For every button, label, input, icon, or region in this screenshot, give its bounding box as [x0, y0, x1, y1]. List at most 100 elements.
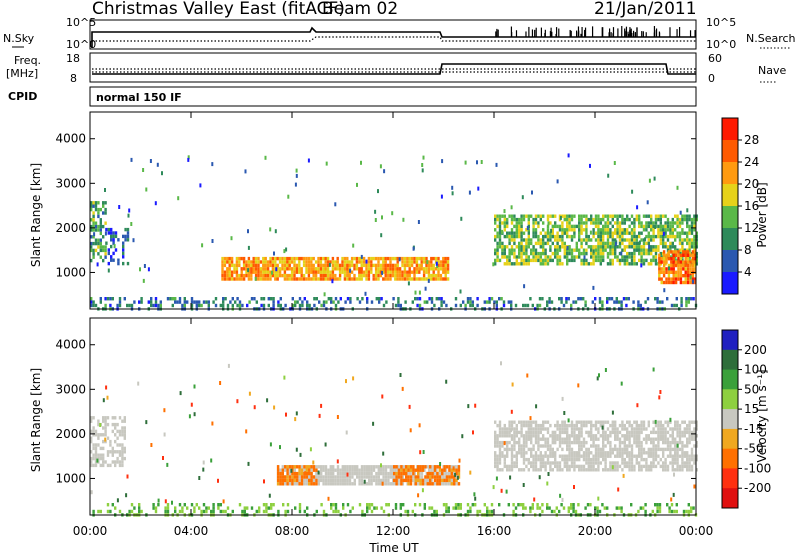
data-cell [534, 434, 538, 438]
data-cell [602, 437, 605, 441]
data-cell [284, 465, 287, 469]
data-cell [439, 260, 443, 264]
data-cell [671, 427, 674, 431]
data-cell [592, 258, 595, 263]
data-cell [92, 235, 95, 239]
data-cell [276, 273, 279, 278]
data-cell [682, 509, 686, 514]
data-cell [246, 303, 249, 308]
data-cell [437, 270, 440, 274]
data-cell [331, 263, 335, 268]
data-cell [226, 256, 229, 261]
y-tick-label: 3000 [55, 176, 86, 190]
data-cell [688, 420, 691, 424]
scatter-cell [670, 497, 673, 502]
data-cell [358, 471, 361, 476]
data-cell [690, 451, 694, 455]
data-cell [245, 263, 248, 268]
data-cell [529, 297, 532, 301]
data-cell [532, 461, 535, 465]
scatter-cell [193, 384, 196, 389]
data-cell [407, 468, 410, 472]
nsearch-label: N.Search [746, 32, 796, 45]
data-cell [532, 430, 535, 435]
data-cell [413, 260, 416, 264]
data-cell [97, 207, 100, 212]
data-cell [658, 260, 661, 264]
data-cell [365, 277, 368, 281]
data-cell [123, 297, 126, 301]
data-cell [584, 506, 587, 510]
data-cell [623, 423, 626, 428]
data-cell [334, 482, 337, 486]
scatter-cell [352, 376, 355, 381]
data-cell [288, 260, 291, 264]
data-cell [262, 277, 265, 281]
data-cell [377, 267, 380, 271]
colorbar-block [722, 448, 738, 469]
data-cell [676, 464, 679, 469]
data-cell [494, 214, 497, 218]
data-cell [618, 440, 622, 445]
data-cell [582, 221, 586, 225]
data-cell [662, 245, 665, 249]
data-cell [150, 303, 153, 308]
data-cell [665, 260, 668, 264]
data-cell [542, 464, 545, 469]
scatter-cell [219, 381, 222, 385]
data-cell [635, 238, 638, 242]
data-cell [635, 444, 638, 448]
scatter-cell [273, 251, 275, 256]
data-cell [642, 420, 646, 424]
data-cell [276, 263, 279, 268]
data-cell [644, 300, 647, 304]
data-cell [681, 461, 684, 465]
data-cell [106, 422, 110, 427]
data-cell [406, 273, 409, 278]
data-cell [377, 478, 380, 483]
data-cell [558, 248, 562, 252]
data-cell [344, 475, 347, 479]
data-cell [365, 263, 368, 268]
data-cell [293, 465, 296, 469]
data-cell [409, 482, 413, 486]
data-cell [685, 300, 688, 304]
data-cell [406, 256, 409, 261]
data-cell [537, 255, 540, 259]
data-cell [118, 463, 122, 468]
data-cell [677, 250, 680, 254]
data-cell [106, 463, 110, 468]
data-cell [633, 228, 636, 232]
data-cell [513, 217, 516, 222]
data-cell [561, 228, 564, 232]
data-cell [281, 465, 284, 469]
data-cell [671, 454, 674, 458]
data-cell [426, 300, 429, 304]
data-cell [599, 262, 602, 266]
data-cell [578, 434, 581, 438]
data-cell [527, 221, 530, 225]
data-cell [554, 248, 557, 252]
data-cell [520, 238, 523, 242]
data-cell [279, 297, 282, 301]
data-cell [298, 465, 301, 469]
data-cell [193, 300, 196, 304]
data-cell [549, 245, 552, 249]
data-cell [679, 253, 683, 257]
data-cell [442, 503, 446, 507]
data-cell [97, 453, 100, 457]
data-cell [606, 420, 610, 424]
data-cell [658, 270, 661, 274]
data-cell [495, 303, 498, 308]
data-cell [623, 255, 626, 259]
data-cell [574, 509, 578, 514]
data-cell [282, 503, 285, 507]
scatter-cell [546, 481, 549, 486]
data-cell [363, 468, 366, 472]
data-cell [592, 434, 595, 438]
data-cell [626, 454, 629, 458]
data-cell [378, 297, 381, 301]
data-cell [238, 256, 241, 261]
data-cell [427, 270, 431, 274]
